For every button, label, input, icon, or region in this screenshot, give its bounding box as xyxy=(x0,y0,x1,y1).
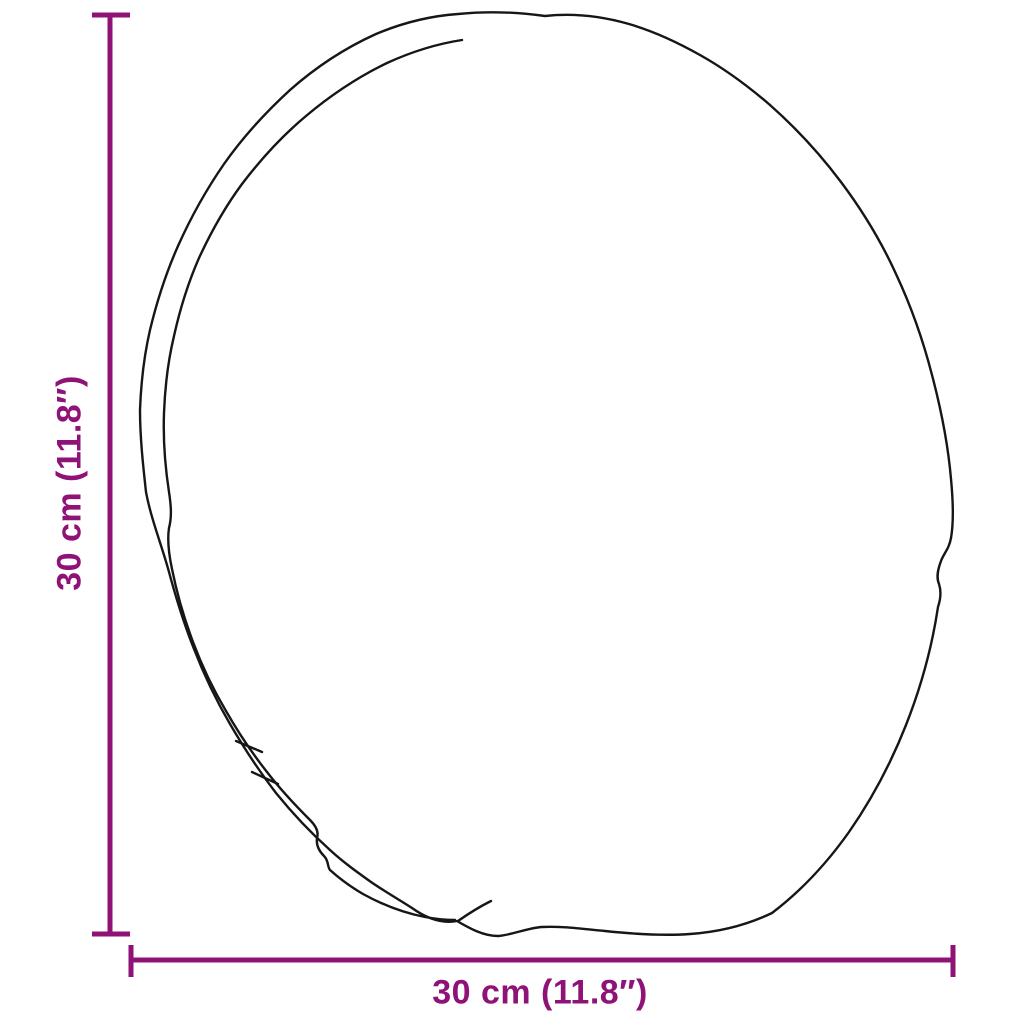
seam-stitch-tick-1 xyxy=(234,739,264,754)
seam-stitch-tick-2 xyxy=(250,770,280,786)
fabric-crease-line xyxy=(456,899,493,923)
product-outline-path xyxy=(138,11,955,938)
seam-line-path xyxy=(162,38,464,922)
width-dimension-label: 30 cm (11.8″) xyxy=(432,973,648,1012)
height-dimension-label: 30 cm (11.8″) xyxy=(50,375,89,591)
